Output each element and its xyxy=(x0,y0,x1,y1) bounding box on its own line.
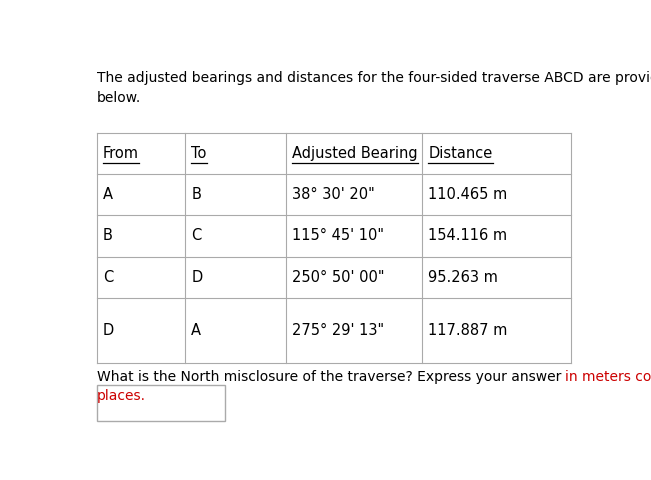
Text: D: D xyxy=(103,323,115,338)
Text: in meters correct to 3 decimal: in meters correct to 3 decimal xyxy=(565,370,651,384)
Text: below.: below. xyxy=(96,91,141,105)
Text: 117.887 m: 117.887 m xyxy=(428,323,508,338)
Text: Adjusted Bearing: Adjusted Bearing xyxy=(292,146,418,161)
Text: 154.116 m: 154.116 m xyxy=(428,228,508,243)
Text: From: From xyxy=(103,146,139,161)
Text: 250° 50' 00": 250° 50' 00" xyxy=(292,270,385,285)
Text: B: B xyxy=(103,228,113,243)
Text: 110.465 m: 110.465 m xyxy=(428,187,508,202)
Bar xyxy=(96,385,225,420)
Text: Distance: Distance xyxy=(428,146,493,161)
Text: What is the North misclosure of the traverse? Express your answer: What is the North misclosure of the trav… xyxy=(96,370,565,384)
Text: 115° 45' 10": 115° 45' 10" xyxy=(292,228,384,243)
Text: A: A xyxy=(191,323,201,338)
Text: A: A xyxy=(103,187,113,202)
Text: C: C xyxy=(191,228,202,243)
Text: places.: places. xyxy=(96,389,146,403)
Text: B: B xyxy=(191,187,201,202)
Text: 38° 30' 20": 38° 30' 20" xyxy=(292,187,375,202)
Text: 95.263 m: 95.263 m xyxy=(428,270,499,285)
Text: D: D xyxy=(191,270,202,285)
Text: The adjusted bearings and distances for the four-sided traverse ABCD are provide: The adjusted bearings and distances for … xyxy=(96,71,651,84)
Text: C: C xyxy=(103,270,113,285)
Text: To: To xyxy=(191,146,207,161)
Text: 275° 29' 13": 275° 29' 13" xyxy=(292,323,384,338)
